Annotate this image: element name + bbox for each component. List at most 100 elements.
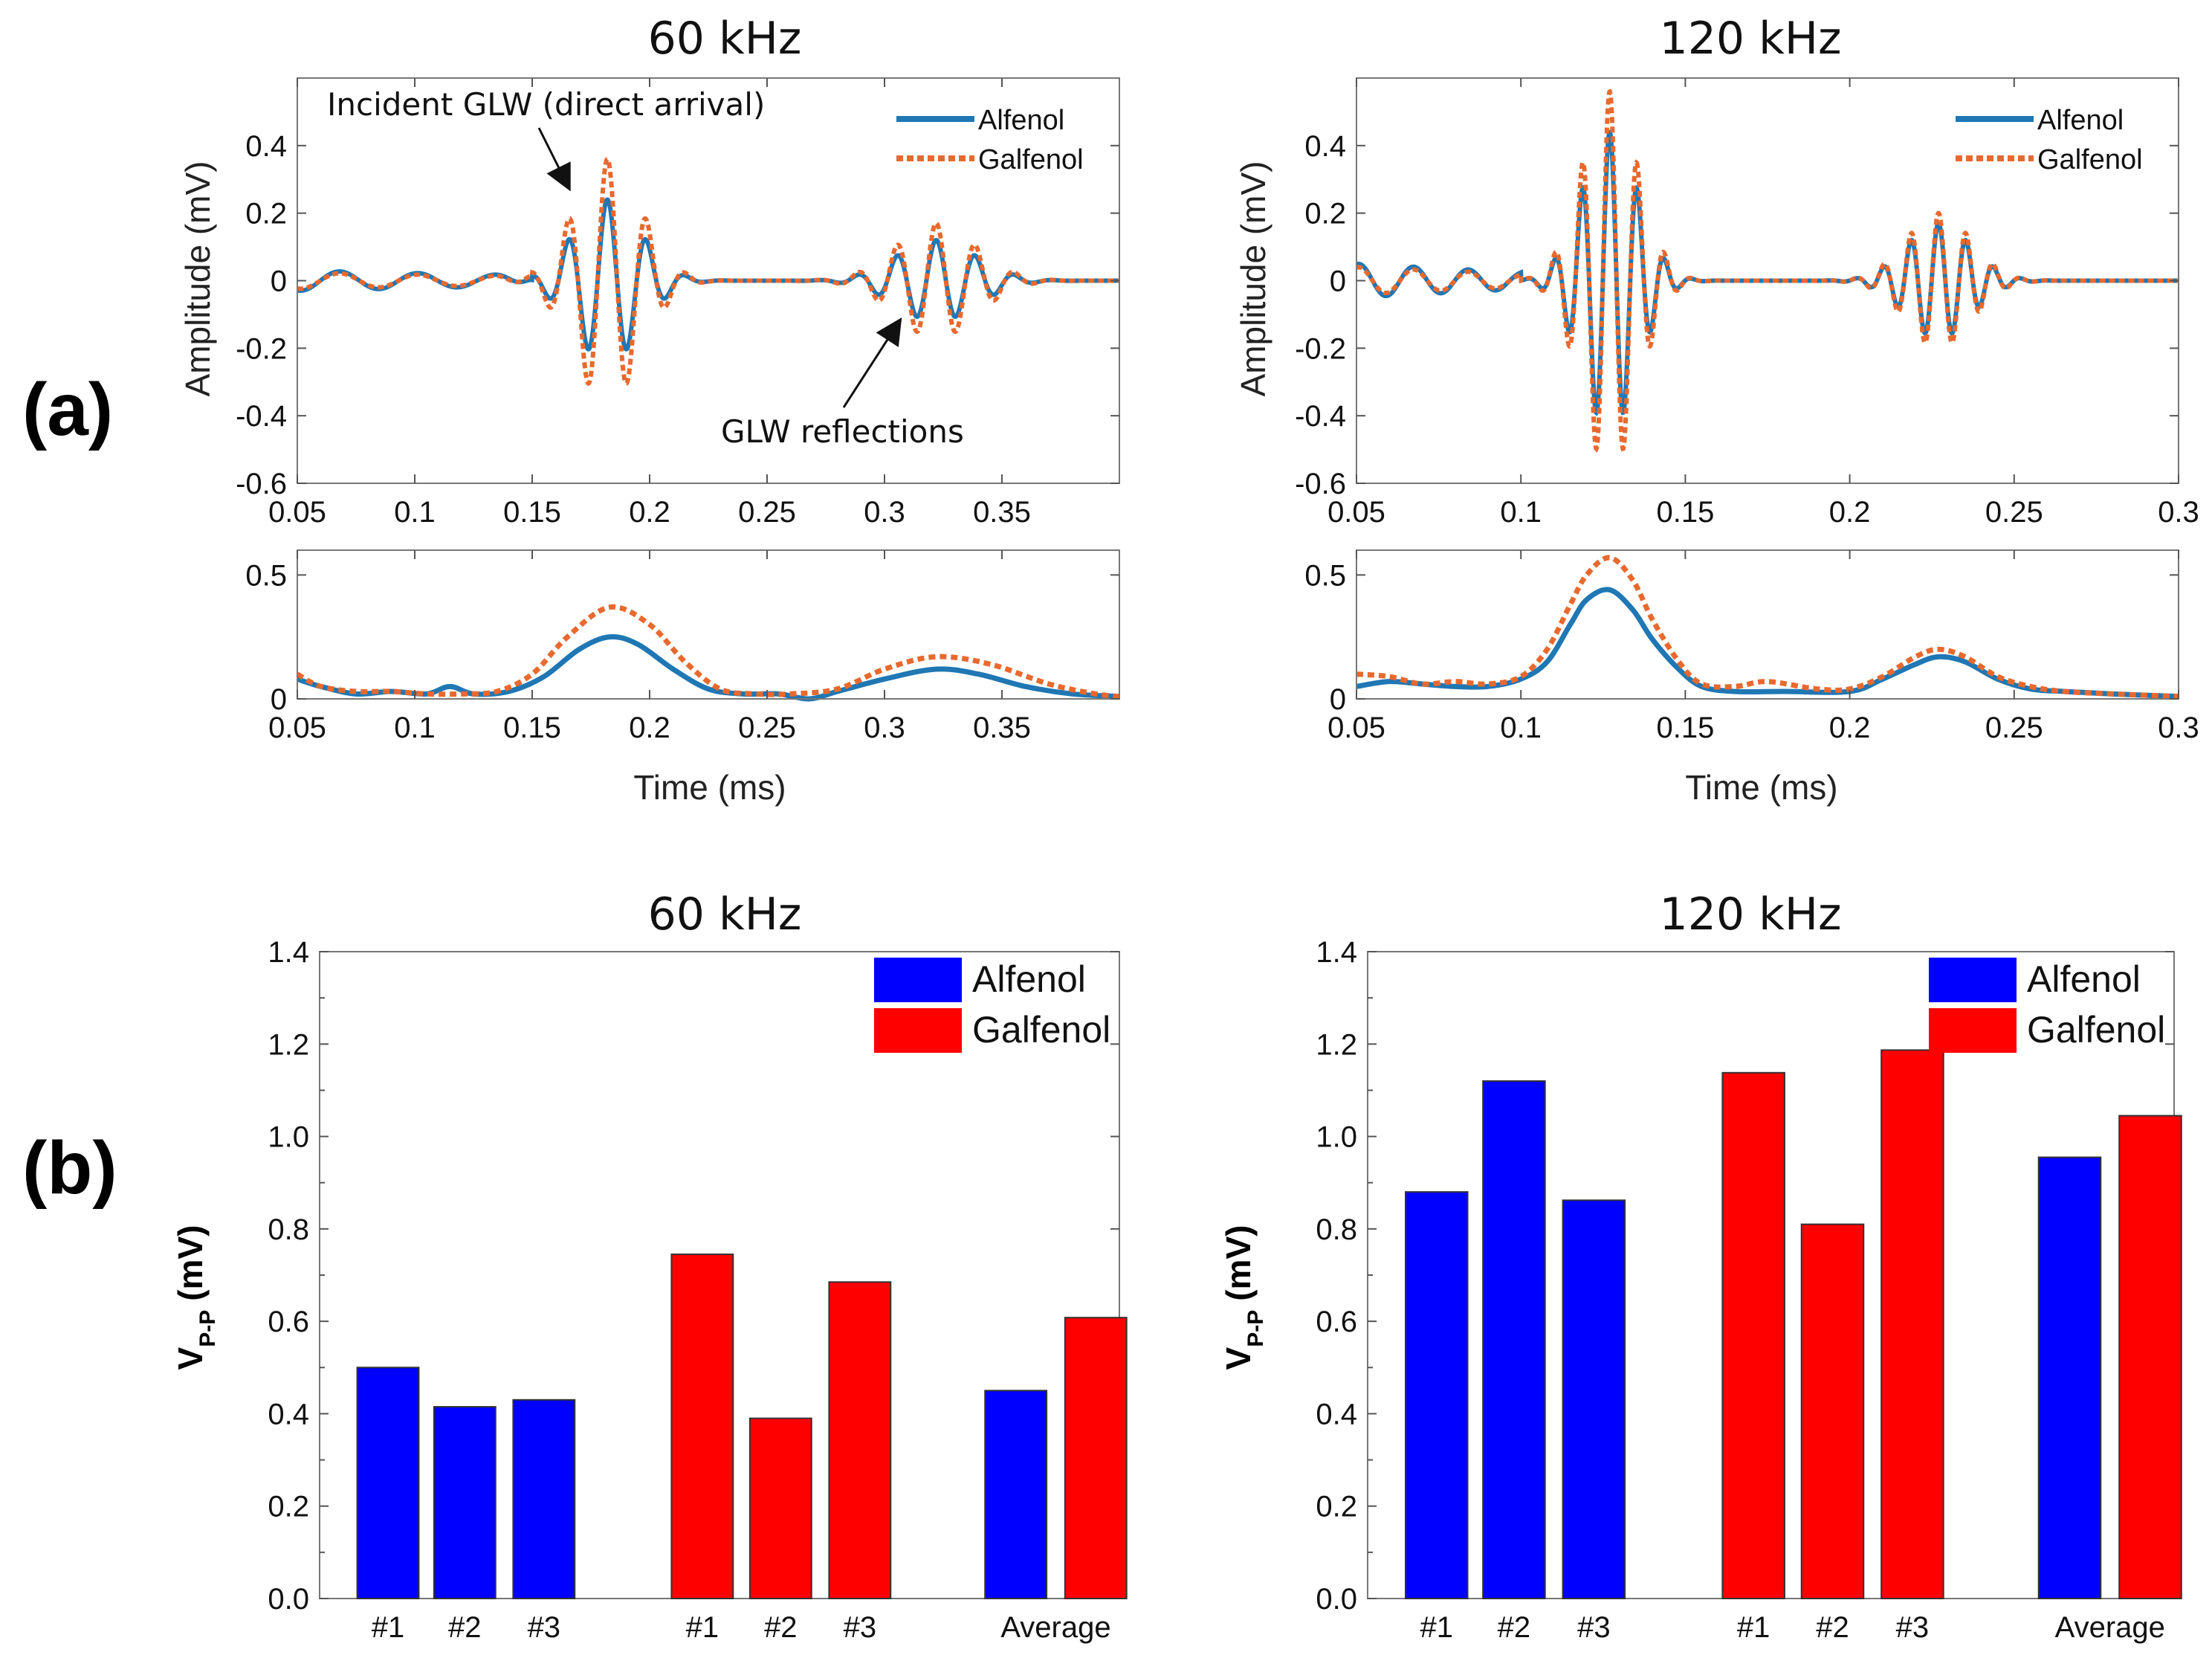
y-tick-label-b60: 1.4 — [268, 936, 309, 969]
bar-galfenol[interactable] — [1880, 1049, 1944, 1599]
legend-label-galfenol: Galfenol — [2027, 1009, 2165, 1051]
x-tick-label-a60env: 0.1 — [394, 712, 436, 744]
bar-alfenol[interactable] — [1562, 1199, 1626, 1600]
bar-alfenol[interactable] — [356, 1367, 420, 1600]
x-tick-label-a120env: 0.1 — [1500, 712, 1542, 744]
ylabel-a120: Amplitude (mV) — [1234, 161, 1272, 397]
bar-alfenol[interactable] — [1404, 1191, 1469, 1599]
x-tick-label-a120: 0.05 — [1327, 496, 1385, 529]
y-tick-label-b120: 1.4 — [1316, 936, 1357, 969]
x-tick-label-a60: 0.35 — [973, 496, 1031, 529]
y-tick-label-a60: 0 — [271, 265, 287, 298]
bar-galfenol[interactable] — [670, 1254, 734, 1600]
x-tick-label-a120: 0.1 — [1500, 496, 1542, 529]
legend-label-alfenol: Alfenol — [978, 105, 1064, 136]
bar-galfenol[interactable] — [1721, 1071, 1785, 1600]
legend-label-galfenol: Galfenol — [972, 1009, 1110, 1051]
bar-category-label-average: Average — [1000, 1611, 1110, 1644]
y-tick-label-b60: 0.8 — [268, 1213, 309, 1246]
bar-alfenol[interactable] — [1482, 1080, 1546, 1599]
bar-alfenol[interactable] — [512, 1399, 576, 1600]
ylabel-b120: VP-P(mV) — [1219, 1225, 1268, 1370]
y-tick-label-b60: 0.4 — [268, 1398, 309, 1430]
y-tick-label-b120: 1.2 — [1316, 1028, 1357, 1061]
x-tick-label-a60: 0.05 — [268, 496, 326, 529]
legend-label-galfenol: Galfenol — [978, 144, 1084, 175]
legend-swatch-galfenol — [1929, 1008, 2017, 1053]
y-tick-label-b120: 0.8 — [1316, 1213, 1357, 1246]
annotation-incident-arrow — [537, 127, 571, 192]
ylabel-a60: Amplitude (mV) — [178, 161, 217, 397]
y-tick-label-a60: -0.4 — [236, 400, 287, 433]
xlabel-a60: Time (ms) — [633, 768, 786, 807]
bar-category-label: #3 — [528, 1611, 561, 1644]
x-tick-label-a120: 0.2 — [1829, 496, 1871, 529]
ylabel-b60: VP-P(mV) — [171, 1225, 220, 1370]
bar-galfenol[interactable] — [2118, 1115, 2182, 1600]
plot-frame-a120env — [1356, 549, 2179, 700]
plot-frame-a60env — [297, 549, 1120, 700]
bar-category-label: #3 — [844, 1611, 877, 1644]
x-tick-label-a60: 0.25 — [738, 496, 796, 529]
panel-label-b: (b) — [22, 1126, 117, 1210]
bar-alfenol[interactable] — [984, 1390, 1048, 1600]
y-tick-label-b120: 0.4 — [1316, 1398, 1357, 1430]
x-tick-label-a60env: 0.05 — [268, 712, 326, 744]
y-tick-label-a120env: 0 — [1330, 683, 1346, 716]
x-tick-label-a60: 0.3 — [864, 496, 905, 529]
y-tick-label-a60env: 0 — [271, 683, 287, 716]
plots: 0.05 0.1 0.15 0.2 0.25 0.3 0.35-0.6-0.4-0.200.… — [236, 77, 2199, 1644]
chart-title-a120: 120 kHz — [1660, 13, 1842, 65]
y-tick-label-a120: -0.4 — [1295, 400, 1346, 433]
y-tick-label-a120: -0.2 — [1295, 332, 1346, 365]
x-tick-label-a60env: 0.25 — [738, 712, 796, 744]
y-tick-label-b60: 0.6 — [268, 1306, 309, 1338]
annotation-reflections: GLW reflections — [721, 413, 964, 450]
bar-category-label: #1 — [686, 1611, 719, 1644]
legend-label-alfenol: Alfenol — [2027, 958, 2141, 1000]
chart-title-a60: 60 kHz — [648, 13, 802, 65]
y-tick-label-a120: 0.4 — [1304, 130, 1346, 163]
bar-galfenol[interactable] — [1064, 1317, 1128, 1599]
bar-category-label: #2 — [1816, 1611, 1849, 1644]
bar-category-label: #1 — [1737, 1611, 1770, 1644]
y-tick-label-a60: -0.6 — [236, 468, 287, 500]
y-tick-label-a60: -0.2 — [236, 332, 287, 365]
bar-category-label: #2 — [448, 1611, 482, 1644]
bar-galfenol[interactable] — [828, 1281, 892, 1599]
bar-category-label: #3 — [1896, 1611, 1930, 1644]
y-tick-label-b60: 0.0 — [268, 1583, 309, 1616]
annotation-incident: Incident GLW (direct arrival) — [327, 86, 765, 123]
bar-alfenol[interactable] — [433, 1406, 497, 1600]
y-tick-label-b120: 0.6 — [1316, 1306, 1357, 1338]
bar-category-label: #2 — [764, 1611, 798, 1644]
y-tick-label-b120: 0.0 — [1316, 1583, 1357, 1616]
x-tick-label-a120env: 0.25 — [1985, 712, 2043, 744]
legend-swatch-galfenol — [874, 1008, 962, 1053]
legend-label-galfenol: Galfenol — [2037, 144, 2143, 175]
x-tick-label-a60env: 0.35 — [973, 712, 1031, 744]
bar-galfenol[interactable] — [748, 1417, 812, 1599]
x-tick-label-a120env: 0.2 — [1829, 712, 1871, 744]
y-tick-label-a120env: 0.5 — [1304, 559, 1346, 592]
y-tick-label-a60: 0.4 — [245, 130, 287, 163]
bar-galfenol[interactable] — [1800, 1223, 1865, 1599]
y-tick-label-b120: 0.2 — [1316, 1491, 1357, 1523]
chart-title-b120: 120 kHz — [1660, 888, 1842, 941]
annotation-reflections-arrow — [842, 317, 902, 408]
envelope-line-galfenol — [1356, 555, 2179, 700]
x-tick-label-a60: 0.2 — [629, 496, 670, 529]
y-tick-label-a120: -0.6 — [1295, 468, 1346, 500]
y-tick-label-a120: 0.2 — [1304, 198, 1346, 230]
x-tick-label-a60: 0.15 — [503, 496, 561, 529]
x-tick-label-a120env: 0.3 — [2158, 712, 2199, 744]
legend-label-alfenol: Alfenol — [972, 958, 1086, 1000]
bar-alfenol[interactable] — [2037, 1156, 2102, 1600]
xlabel-a120: Time (ms) — [1685, 768, 1837, 807]
bar-category-label: #3 — [1577, 1611, 1611, 1644]
y-tick-label-a60: 0.2 — [245, 198, 287, 230]
bar-category-label: #1 — [1420, 1611, 1454, 1644]
y-tick-label-b60: 1.2 — [268, 1028, 309, 1061]
x-tick-label-a60env: 0.2 — [629, 712, 670, 744]
